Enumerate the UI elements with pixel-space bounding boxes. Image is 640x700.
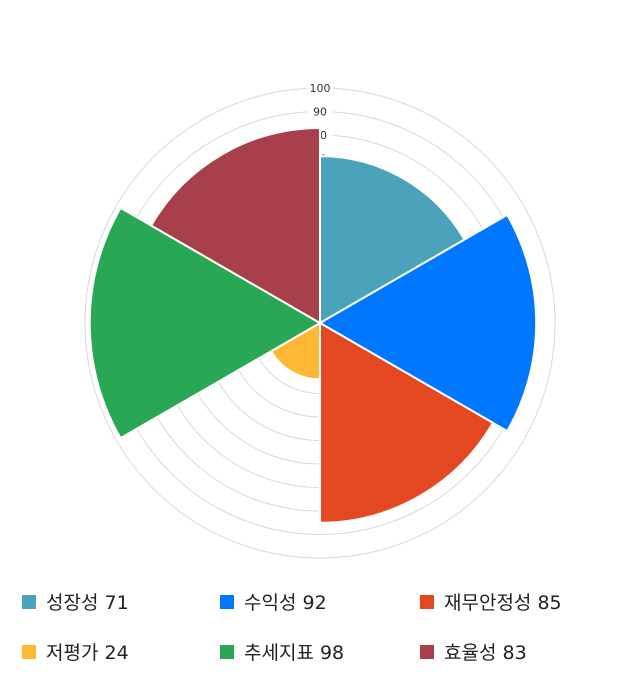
legend-item[interactable]: 저평가 24 — [22, 638, 129, 665]
polar-area-chart: 102030405060708090100 — [84, 82, 556, 559]
sector-수익성 — [317, 213, 538, 433]
sector-효율성 — [149, 126, 321, 325]
legend-swatch — [220, 594, 234, 609]
sector-추세지표 — [88, 206, 323, 440]
legend-swatch — [420, 644, 434, 659]
tick-label: 90 — [313, 106, 327, 119]
legend-item[interactable]: 성장성 71 — [22, 588, 129, 615]
sector-저평가 — [269, 321, 321, 381]
legend-label: 수익성 92 — [244, 592, 327, 614]
legend-item[interactable]: 추세지표 98 — [220, 638, 344, 665]
legend-swatch — [420, 594, 434, 609]
legend-label: 성장성 71 — [46, 592, 129, 614]
legend-label: 추세지표 98 — [244, 642, 345, 664]
legend-swatch — [220, 644, 234, 659]
legend-swatch — [22, 594, 36, 609]
legend-label: 저평가 24 — [46, 642, 129, 664]
legend-swatch — [22, 644, 36, 659]
legend-item[interactable]: 재무안정성 85 — [420, 588, 562, 615]
tick-label-bg — [307, 105, 333, 118]
sector-재무안정성 — [319, 321, 495, 524]
tick-label-bg — [307, 82, 333, 94]
legend-item[interactable]: 효율성 83 — [420, 638, 527, 665]
tick-label: 100 — [310, 82, 331, 95]
sector-성장성 — [319, 155, 466, 325]
legend-label: 효율성 83 — [444, 642, 527, 664]
legend-label: 재무안정성 85 — [444, 592, 562, 614]
legend-item[interactable]: 수익성 92 — [220, 588, 327, 615]
